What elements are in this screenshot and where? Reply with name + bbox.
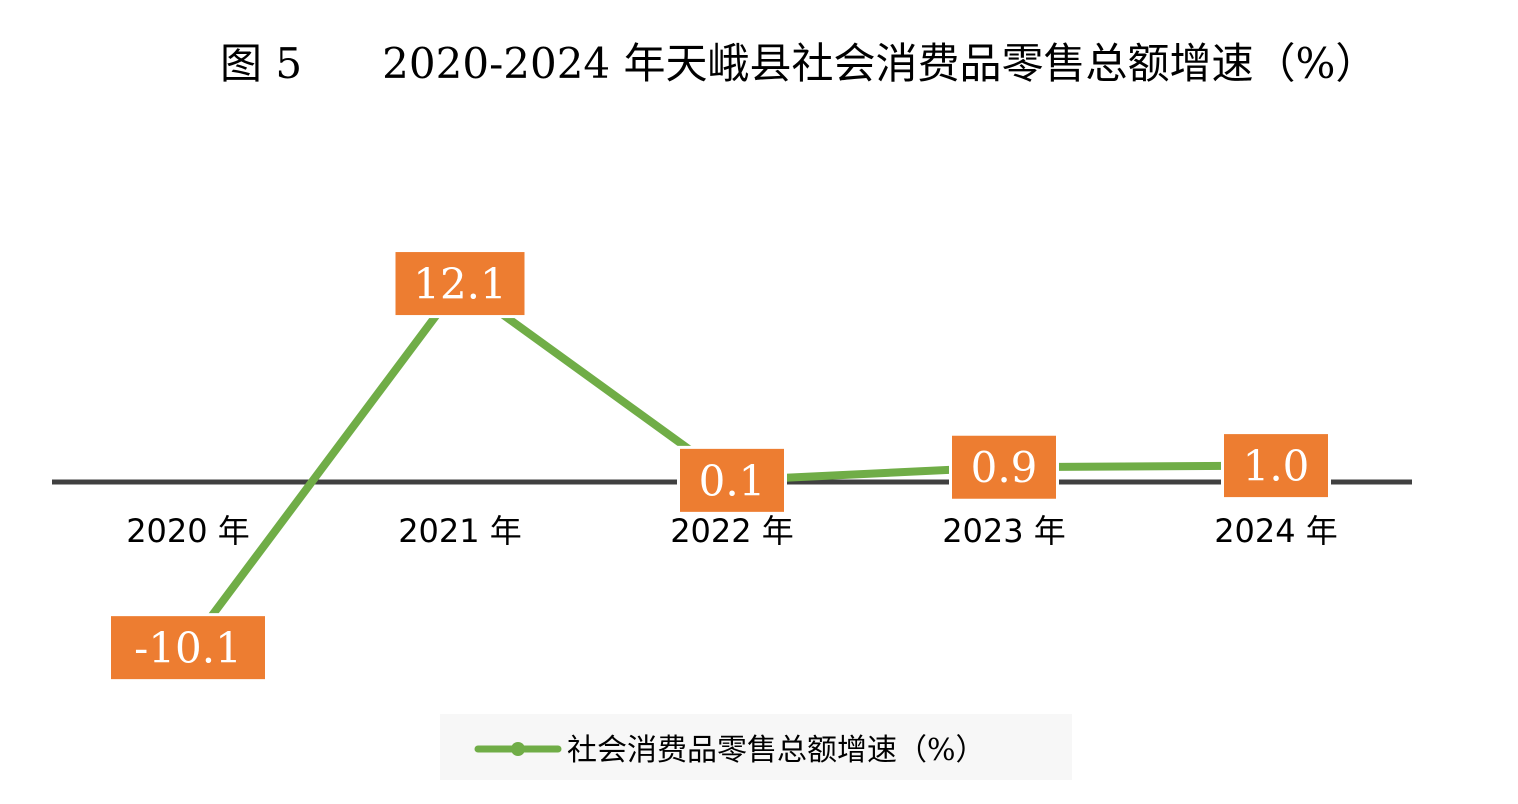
x-tick-label: 2024 年	[1214, 512, 1338, 550]
data-label-box	[1221, 431, 1331, 501]
data-label: -10.1	[108, 613, 268, 683]
data-label: 0.9	[949, 432, 1059, 502]
legend: 社会消费品零售总额增速（%）	[440, 714, 1072, 780]
x-tick-label: 2021 年	[398, 512, 522, 550]
data-label-text: 0.9	[971, 443, 1038, 492]
data-label-text: 12.1	[413, 260, 507, 309]
tick-layer: 2020 年 2021 年 2022 年 2023 年 2024 年	[126, 512, 1338, 550]
legend-label: 社会消费品零售总额增速（%）	[567, 733, 986, 768]
legend-marker	[511, 742, 525, 756]
data-label-box	[949, 432, 1059, 502]
data-label-text: 0.1	[699, 456, 766, 505]
data-label-text: 1.0	[1243, 442, 1310, 491]
data-label-box	[392, 249, 528, 319]
label-layer: -10.1 12.1 0.1 0.9 1.0	[108, 249, 1331, 683]
data-label: 0.1	[677, 445, 787, 515]
chart-title: 图 5 2020-2024 年天峨县社会消费品零售总额增速（%）	[220, 39, 1377, 88]
data-label: 1.0	[1221, 431, 1331, 501]
data-label-box	[108, 613, 268, 683]
x-tick-label: 2022 年	[670, 512, 794, 550]
data-label: 12.1	[392, 249, 528, 319]
data-label-box	[677, 445, 787, 515]
x-tick-label: 2023 年	[942, 512, 1066, 550]
x-tick-label: 2020 年	[126, 512, 250, 550]
data-label-text: -10.1	[134, 624, 242, 673]
